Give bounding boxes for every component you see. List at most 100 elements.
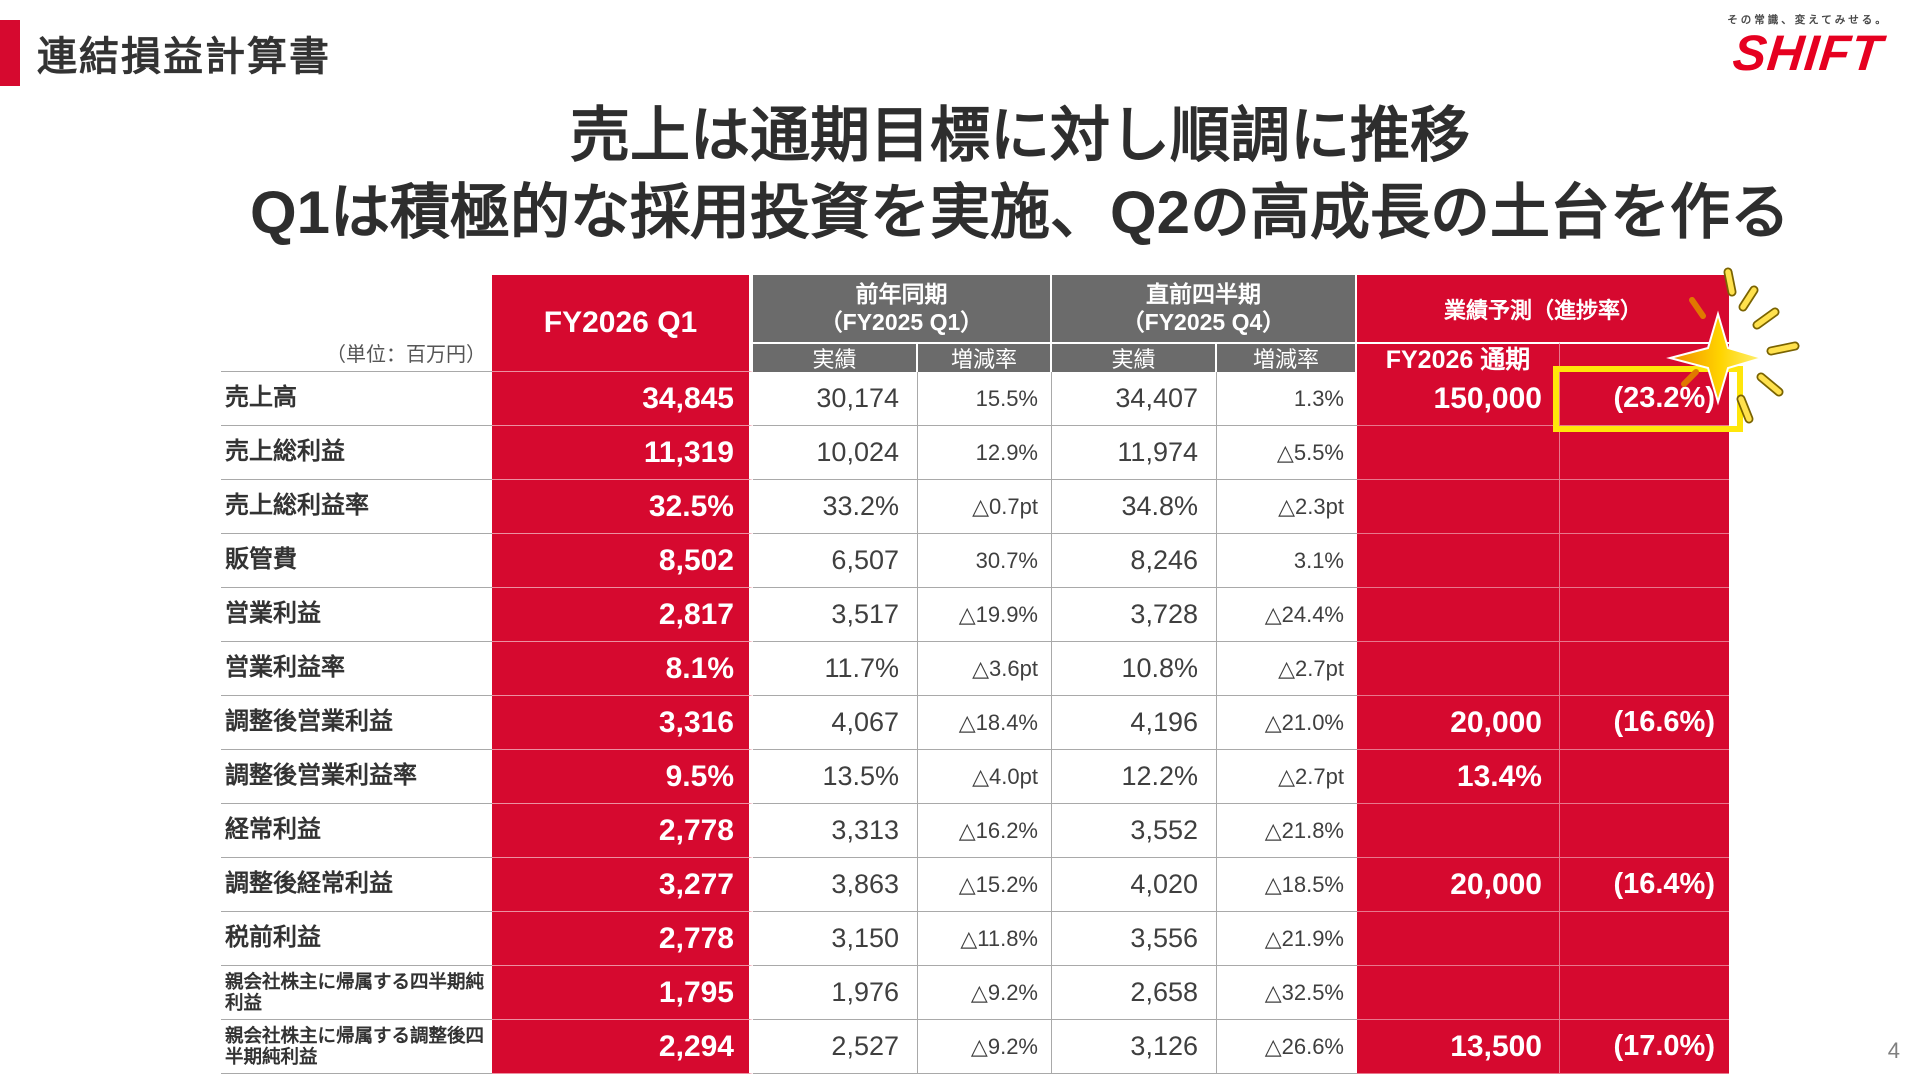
table-row: 親会社株主に帰属する四半期純利益 1,795 1,976 △9.2% 2,658 △32.… [221,966,1729,1020]
qoq-change-value: △21.8% [1217,804,1357,858]
table-row: 調整後経常利益 3,277 3,863 △15.2% 4,020 △18.5% 20,000… [221,858,1729,912]
qoq-change-value: △32.5% [1217,966,1357,1020]
yoy-change-value: △11.8% [918,912,1052,966]
page-title: 連結損益計算書 [37,35,331,79]
yoy-change-value: △18.4% [918,696,1052,750]
qoq-actual-value: 3,556 [1052,912,1217,966]
yoy-actual-value: 33.2% [753,480,918,534]
forecast-value [1357,534,1560,588]
headline: 売上は通期目標に対し順調に推移 Q1は積極的な採用投資を実施、Q2の高成長の土台… [120,98,1920,252]
row-label: 売上高 [221,372,492,426]
col-group-yoy: 前年同期 （FY2025 Q1） [753,275,1052,342]
qoq-actual-value: 2,658 [1052,966,1217,1020]
progress-value [1560,480,1729,534]
row-label: 営業利益率 [221,642,492,696]
yoy-change-value: △9.2% [918,966,1052,1020]
logo-wordmark: SHIFT [1730,25,1886,81]
subheader-yoy-change: 増減率 [918,342,1052,372]
yoy-actual-value: 13.5% [753,750,918,804]
subheader-qoq-change: 増減率 [1217,342,1357,372]
progress-value [1560,588,1729,642]
yoy-group-line1: 前年同期 [855,280,948,307]
qoq-change-value: 1.3% [1217,372,1357,426]
progress-value: (16.4%) [1560,858,1729,912]
table-row: 営業利益率 8.1% 11.7% △3.6pt 10.8% △2.7pt [221,642,1729,696]
table-row: 売上総利益率 32.5% 33.2% △0.7pt 34.8% △2.3pt [221,480,1729,534]
fy2026-q1-value: 11,319 [492,426,753,480]
qoq-change-value: △2.7pt [1217,750,1357,804]
table-row: 親会社株主に帰属する調整後四半期純利益 2,294 2,527 △9.2% 3,126 △… [221,1020,1729,1074]
row-label: 調整後営業利益 [221,696,492,750]
progress-value: (17.0%) [1560,1020,1729,1074]
row-label: 売上総利益率 [221,480,492,534]
row-label: 売上総利益 [221,426,492,480]
shift-logo: その常識、変えてみせる。 SHIFT [1718,12,1898,81]
subheader-progress-spacer [1560,342,1729,372]
yoy-actual-value: 2,527 [753,1020,918,1074]
forecast-value [1357,426,1560,480]
qoq-change-value: △21.0% [1217,696,1357,750]
qoq-change-value: △2.7pt [1217,642,1357,696]
yoy-actual-value: 10,024 [753,426,918,480]
qoq-change-value: 3.1% [1217,534,1357,588]
qoq-actual-value: 11,974 [1052,426,1217,480]
qoq-actual-value: 12.2% [1052,750,1217,804]
yoy-change-value: △19.9% [918,588,1052,642]
fy2026-q1-value: 2,294 [492,1020,753,1074]
fy2026-q1-value: 2,817 [492,588,753,642]
qoq-actual-value: 10.8% [1052,642,1217,696]
yoy-change-value: △9.2% [918,1020,1052,1074]
yoy-actual-value: 6,507 [753,534,918,588]
forecast-value: 13.4% [1357,750,1560,804]
yoy-actual-value: 4,067 [753,696,918,750]
unit-note: （単位：百万円） [326,344,486,366]
logo-tagline: その常識、変えてみせる。 [1727,14,1889,26]
page-number: 4 [1887,1038,1900,1063]
row-label: 親会社株主に帰属する四半期純利益 [221,966,492,1020]
table-row: 税前利益 2,778 3,150 △11.8% 3,556 △21.9% [221,912,1729,966]
subheader-yoy-actual: 実績 [753,342,918,372]
forecast-value [1357,804,1560,858]
table-row: 売上高 34,845 30,174 15.5% 34,407 1.3% 150,000 (23… [221,372,1729,426]
yoy-change-value: 15.5% [918,372,1052,426]
col-group-qoq: 直前四半期 （FY2025 Q4） [1052,275,1357,342]
row-label: 税前利益 [221,912,492,966]
row-label: 調整後経常利益 [221,858,492,912]
qoq-change-value: △21.9% [1217,912,1357,966]
table-row: 調整後営業利益率 9.5% 13.5% △4.0pt 12.2% △2.7pt 13.4% [221,750,1729,804]
forecast-value [1357,588,1560,642]
slide-header: 連結損益計算書 [0,20,331,86]
label-column-header: （単位：百万円） [221,275,492,372]
progress-value: (16.6%) [1560,696,1729,750]
progress-value [1560,804,1729,858]
yoy-actual-value: 3,150 [753,912,918,966]
qoq-actual-value: 3,552 [1052,804,1217,858]
col-header-fy2026-q1: FY2026 Q1 [492,275,753,372]
headline-line1: 売上は通期目標に対し順調に推移 [570,102,1470,169]
qoq-actual-value: 34,407 [1052,372,1217,426]
yoy-change-value: △16.2% [918,804,1052,858]
qoq-actual-value: 34.8% [1052,480,1217,534]
progress-value [1560,642,1729,696]
qoq-change-value: △18.5% [1217,858,1357,912]
subheader-qoq-actual: 実績 [1052,342,1217,372]
qoq-change-value: △2.3pt [1217,480,1357,534]
progress-value [1560,966,1729,1020]
table-row: 調整後営業利益 3,316 4,067 △18.4% 4,196 △21.0% 20,000… [221,696,1729,750]
row-label: 営業利益 [221,588,492,642]
fy2026-q1-value: 3,316 [492,696,753,750]
progress-value [1560,426,1729,480]
row-label: 親会社株主に帰属する調整後四半期純利益 [221,1020,492,1074]
forecast-value [1357,966,1560,1020]
qoq-actual-value: 3,126 [1052,1020,1217,1074]
row-label: 販管費 [221,534,492,588]
qoq-actual-value: 3,728 [1052,588,1217,642]
progress-value [1560,534,1729,588]
title-accent-bar [0,20,20,86]
forecast-value: 20,000 [1357,696,1560,750]
qoq-change-value: △24.4% [1217,588,1357,642]
yoy-actual-value: 3,313 [753,804,918,858]
col-group-forecast: 業績予測（進捗率） [1357,275,1729,342]
table-row: 営業利益 2,817 3,517 △19.9% 3,728 △24.4% [221,588,1729,642]
yoy-change-value: △3.6pt [918,642,1052,696]
